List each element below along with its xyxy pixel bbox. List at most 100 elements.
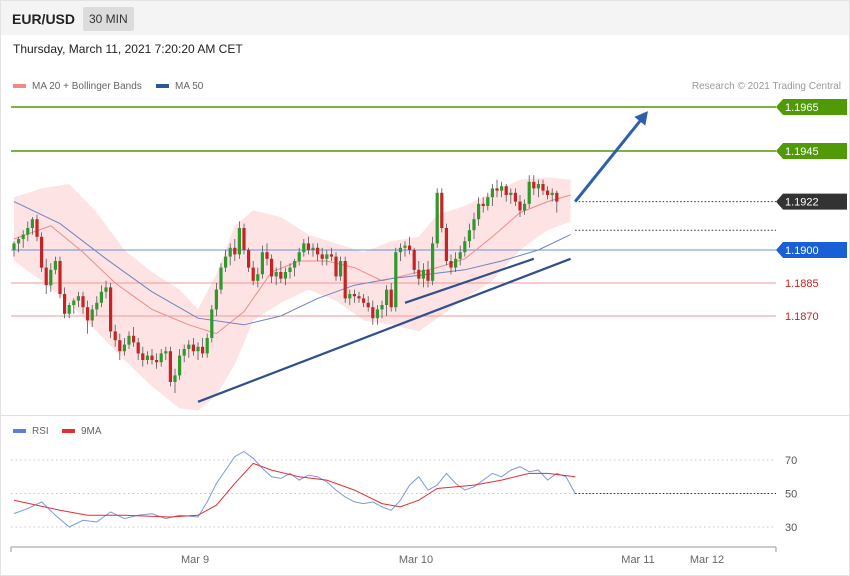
candle-body — [293, 261, 297, 268]
candle-body — [118, 340, 122, 352]
candle-body — [26, 228, 30, 235]
legend-item-9ma: 9MA — [62, 426, 102, 437]
candle-body — [214, 289, 218, 310]
candle — [546, 186, 550, 200]
candle — [472, 212, 476, 239]
rsi-level-label-30: 30 — [785, 522, 797, 534]
candle — [440, 188, 444, 233]
bollinger-band-fill — [14, 177, 571, 411]
candle-body — [35, 219, 39, 237]
candle — [536, 179, 540, 198]
candle — [173, 368, 177, 393]
candle — [348, 289, 352, 305]
candle-body — [339, 261, 343, 277]
candle-body — [109, 287, 113, 332]
legend-swatch-ma50 — [156, 84, 169, 89]
candle-body — [449, 261, 453, 268]
candle — [329, 247, 333, 261]
projection-arrow-line — [574, 114, 646, 203]
candle-body — [95, 302, 99, 310]
candle-body — [555, 192, 559, 202]
candle-body — [205, 338, 209, 354]
candle — [113, 324, 117, 347]
candle — [30, 217, 34, 235]
candle — [366, 296, 370, 312]
candle — [500, 181, 504, 198]
candle-body — [421, 269, 425, 279]
candle-body — [325, 254, 329, 259]
candle-body — [417, 269, 421, 279]
candle-body — [270, 258, 274, 277]
candle-body — [228, 247, 232, 257]
candle-body — [435, 192, 439, 244]
candle — [444, 223, 448, 266]
candle-body — [86, 307, 90, 321]
level-tag-1.1965 — [776, 99, 847, 115]
candle — [421, 263, 425, 288]
candle-body — [481, 203, 485, 206]
candle — [104, 280, 108, 299]
candle — [196, 342, 200, 360]
candle — [274, 267, 278, 286]
candle — [40, 232, 44, 272]
level-tag-1.1945 — [776, 143, 847, 159]
candle-body — [536, 184, 540, 189]
candle — [486, 192, 490, 211]
candle-body — [297, 252, 301, 261]
timeframe-button[interactable]: 30 MIN — [83, 7, 134, 31]
candle-body — [145, 355, 149, 360]
candle — [293, 258, 297, 277]
candle-body — [357, 296, 361, 299]
candle — [141, 346, 145, 367]
candle-body — [99, 291, 103, 303]
candle-body — [187, 344, 191, 349]
candle-body — [546, 190, 550, 195]
candle — [127, 331, 131, 349]
candle-body — [394, 252, 398, 308]
x-axis-label: Mar 12 — [690, 554, 724, 566]
candle-body — [495, 188, 499, 191]
candle-body — [371, 307, 375, 319]
candle — [214, 283, 218, 316]
candle-body — [283, 272, 287, 279]
candle — [435, 188, 439, 248]
candle — [467, 223, 471, 248]
candle-body — [348, 294, 352, 299]
candle — [242, 223, 246, 255]
candle — [26, 221, 30, 242]
candle-body — [550, 192, 554, 195]
candle — [509, 188, 513, 204]
candle — [270, 254, 274, 283]
candle — [541, 179, 545, 195]
candle-body — [53, 261, 57, 270]
rsi-ma9-line — [13, 462, 576, 518]
candle-body — [288, 267, 292, 272]
candle — [518, 195, 522, 217]
candle — [164, 346, 168, 360]
candle-body — [440, 192, 444, 228]
candle — [109, 283, 113, 338]
candle — [408, 236, 412, 255]
candle — [375, 305, 379, 325]
candle-body — [454, 258, 458, 268]
candle — [201, 338, 205, 358]
candle-body — [467, 230, 471, 242]
level-tag-1.1900 — [776, 242, 847, 258]
candle — [81, 291, 85, 314]
legend-swatch-ma20 — [13, 84, 26, 89]
candle — [168, 346, 172, 387]
candle-body — [509, 192, 513, 195]
candle — [306, 236, 310, 255]
candle — [122, 338, 126, 356]
candle — [362, 294, 366, 308]
candle — [265, 243, 269, 266]
candle — [86, 300, 90, 334]
candle — [63, 287, 67, 319]
trendline-1 — [197, 257, 571, 403]
candle-body — [380, 305, 384, 310]
candle-body — [136, 342, 140, 354]
candle-body — [408, 245, 412, 250]
candle-body — [362, 298, 366, 303]
candle-body — [472, 219, 476, 231]
